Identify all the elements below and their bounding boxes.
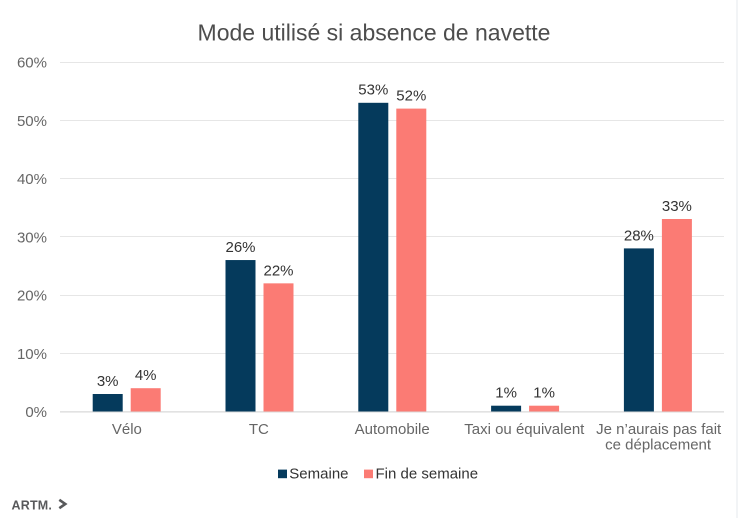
svg-text:Mode utilisé si absence de nav: Mode utilisé si absence de navette xyxy=(198,20,551,46)
svg-text:30%: 30% xyxy=(17,229,47,246)
svg-text:3%: 3% xyxy=(97,373,119,390)
svg-text:50%: 50% xyxy=(17,113,47,130)
svg-text:52%: 52% xyxy=(396,88,426,105)
svg-text:1%: 1% xyxy=(495,385,517,402)
svg-text:10%: 10% xyxy=(17,346,47,363)
svg-text:28%: 28% xyxy=(624,227,654,244)
svg-text:ce déplacement: ce déplacement xyxy=(605,437,712,454)
svg-text:TC: TC xyxy=(249,421,269,438)
svg-text:1%: 1% xyxy=(533,385,555,402)
svg-text:Automobile: Automobile xyxy=(355,421,430,438)
svg-text:Vélo: Vélo xyxy=(112,421,142,438)
svg-text:Fin de semaine: Fin de semaine xyxy=(376,465,479,482)
svg-text:20%: 20% xyxy=(17,288,47,305)
svg-text:33%: 33% xyxy=(662,198,692,215)
svg-text:Taxi ou équivalent: Taxi ou équivalent xyxy=(464,421,585,438)
svg-text:Semaine: Semaine xyxy=(289,465,348,482)
svg-text:60%: 60% xyxy=(17,55,47,72)
svg-text:4%: 4% xyxy=(135,367,157,384)
svg-text:0%: 0% xyxy=(25,404,47,421)
svg-text:ARTM.: ARTM. xyxy=(12,498,53,512)
svg-text:53%: 53% xyxy=(358,82,388,99)
svg-text:Je n’aurais pas fait: Je n’aurais pas fait xyxy=(596,421,722,438)
svg-text:26%: 26% xyxy=(225,239,255,256)
svg-text:40%: 40% xyxy=(17,171,47,188)
svg-text:22%: 22% xyxy=(263,262,293,279)
